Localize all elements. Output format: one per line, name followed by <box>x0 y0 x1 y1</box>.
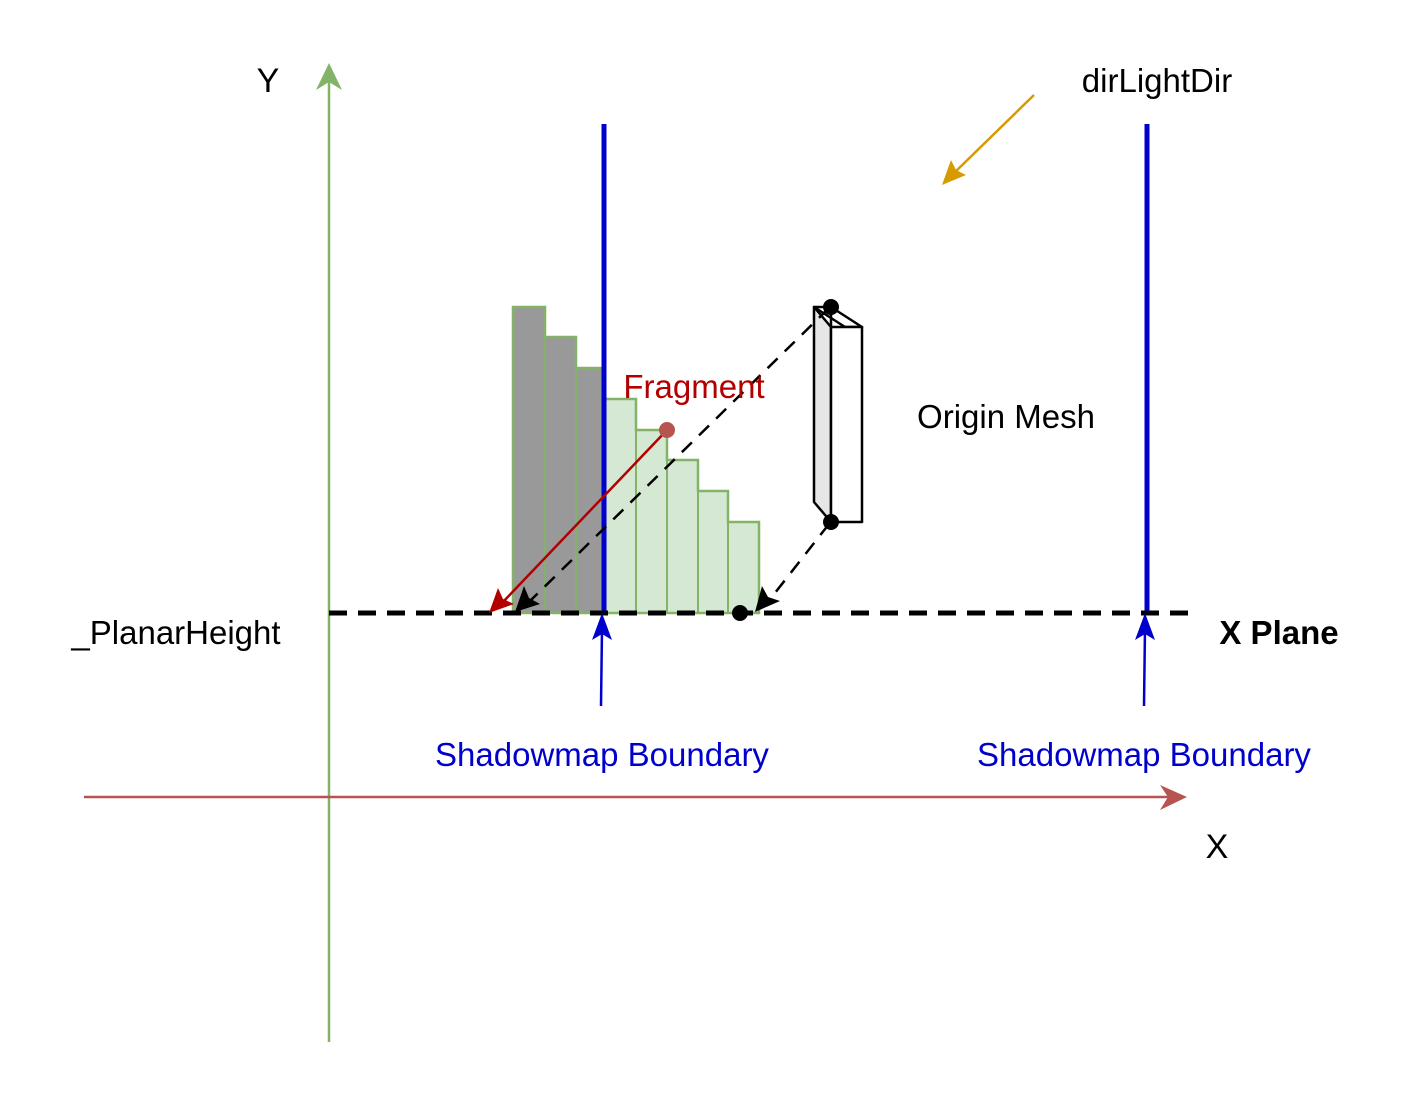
boundary-right-pointer <box>1142 627 1147 707</box>
light-direction-line <box>952 94 1035 175</box>
planar-height-label: _PlanarHeight <box>70 614 280 651</box>
fragment-ray-arrowhead-icon <box>489 588 514 613</box>
shadow-end-point-icon <box>732 605 748 621</box>
fragment-ray-line <box>501 429 668 604</box>
boundary-left-arrowhead-icon <box>592 613 612 640</box>
projection-bottom-dashed <box>770 523 830 599</box>
fragment-label: Fragment <box>623 368 764 405</box>
shadow-outside-boundary <box>511 305 606 615</box>
x-axis-label: X <box>1206 828 1229 866</box>
boundary-right-arrowhead-icon <box>1135 613 1155 640</box>
y-axis-label: Y <box>257 62 280 100</box>
origin-mesh-label: Origin Mesh <box>917 398 1095 435</box>
light-direction-label: dirLightDir <box>1082 62 1232 99</box>
y-axis-arrowhead-icon <box>316 63 342 90</box>
boundary-left-label: Shadowmap Boundary <box>435 736 769 773</box>
x-plane-label: X Plane <box>1219 614 1338 651</box>
x-axis-arrowhead-icon <box>1160 785 1187 810</box>
light-direction-arrowhead-icon <box>942 160 966 185</box>
boundary-left-pointer <box>599 627 604 707</box>
projection-top-arrowhead-icon <box>515 586 540 612</box>
projection-bottom-arrowhead-icon <box>755 586 780 612</box>
origin-mesh-front <box>829 325 864 524</box>
origin-mesh-side <box>812 305 833 524</box>
projection-top-dashed <box>530 307 830 601</box>
shadow-inside-boundary <box>602 397 761 615</box>
boundary-right-label: Shadowmap Boundary <box>977 736 1311 773</box>
mesh-top-point-icon <box>823 299 839 315</box>
mesh-bottom-point-icon <box>823 514 839 530</box>
fragment-point-icon <box>659 422 675 438</box>
